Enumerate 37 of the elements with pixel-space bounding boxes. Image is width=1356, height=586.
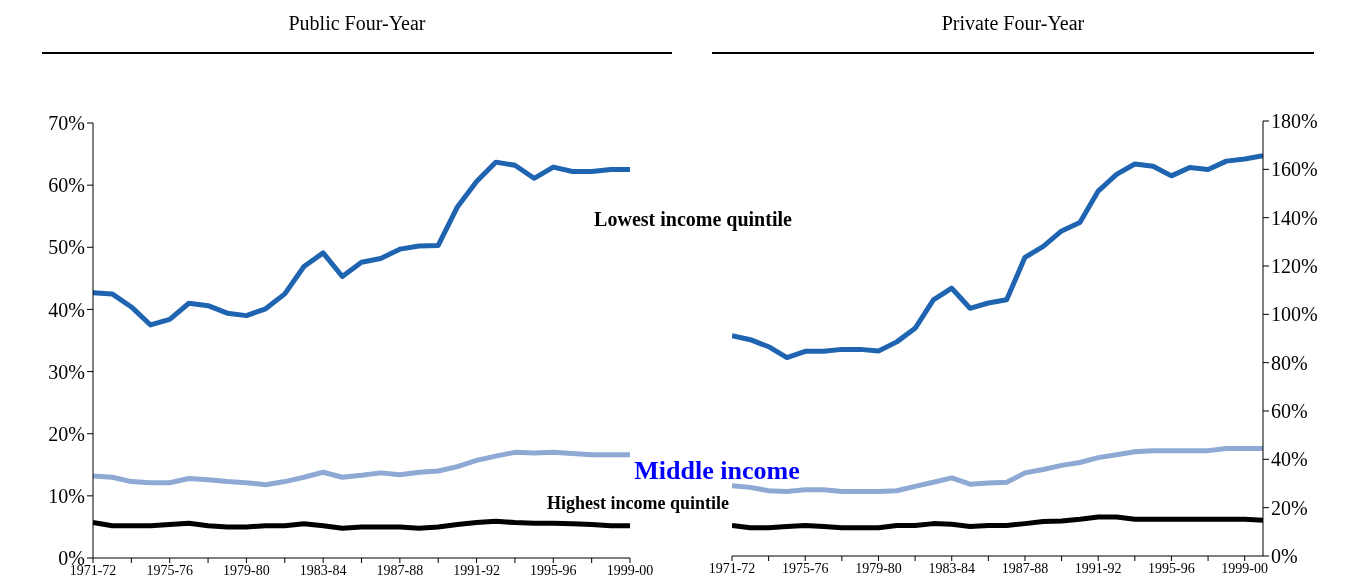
y-tick-label: 50% xyxy=(48,236,85,259)
x-tick-label: 1975-76 xyxy=(781,560,829,576)
y-tick-label: 40% xyxy=(1271,448,1308,471)
y-tick-label: 10% xyxy=(48,484,85,507)
x-tick-label: 1979-80 xyxy=(223,562,270,578)
chart-title: Public Four-Year xyxy=(287,12,427,35)
x-tick-label: 1999-00 xyxy=(1221,560,1269,576)
y-tick-label: 160% xyxy=(1271,158,1318,181)
y-tick-label: 70% xyxy=(48,112,85,135)
x-tick-label: 1995-96 xyxy=(1148,560,1195,576)
y-tick-label: 60% xyxy=(48,174,85,197)
y-tick-label: 20% xyxy=(48,422,85,445)
x-tick-label: 1999-00 xyxy=(606,562,654,578)
annotation: Lowest income quintile xyxy=(593,208,793,231)
x-tick-label: 1991-92 xyxy=(1074,560,1122,576)
y-tick-label: 100% xyxy=(1271,303,1318,326)
x-tick-label: 1983-84 xyxy=(299,562,347,578)
annotation: Highest income quintile xyxy=(546,493,730,514)
x-tick-label: 1987-88 xyxy=(1001,560,1049,576)
y-tick-label: 140% xyxy=(1271,206,1318,229)
y-tick-label: 120% xyxy=(1271,255,1318,278)
y-tick-label: 20% xyxy=(1271,496,1308,519)
x-tick-label: 1979-80 xyxy=(855,560,902,576)
x-tick-label: 1975-76 xyxy=(146,562,194,578)
annotation: Middle income xyxy=(633,456,801,486)
chart-title: Private Four-Year xyxy=(940,12,1086,35)
x-tick-label: 1991-92 xyxy=(453,562,500,578)
y-tick-label: 60% xyxy=(1271,400,1308,423)
y-tick-label: 30% xyxy=(48,360,85,383)
y-tick-label: 80% xyxy=(1271,351,1308,374)
y-tick-label: 40% xyxy=(48,298,85,321)
y-tick-label: 180% xyxy=(1271,110,1318,133)
x-tick-label: 1983-84 xyxy=(928,560,976,576)
x-tick-label: 1987-88 xyxy=(376,562,424,578)
x-tick-label: 1971-72 xyxy=(708,560,756,576)
y-tick-label: 0% xyxy=(1271,545,1298,568)
x-tick-label: 1995-96 xyxy=(529,562,577,578)
